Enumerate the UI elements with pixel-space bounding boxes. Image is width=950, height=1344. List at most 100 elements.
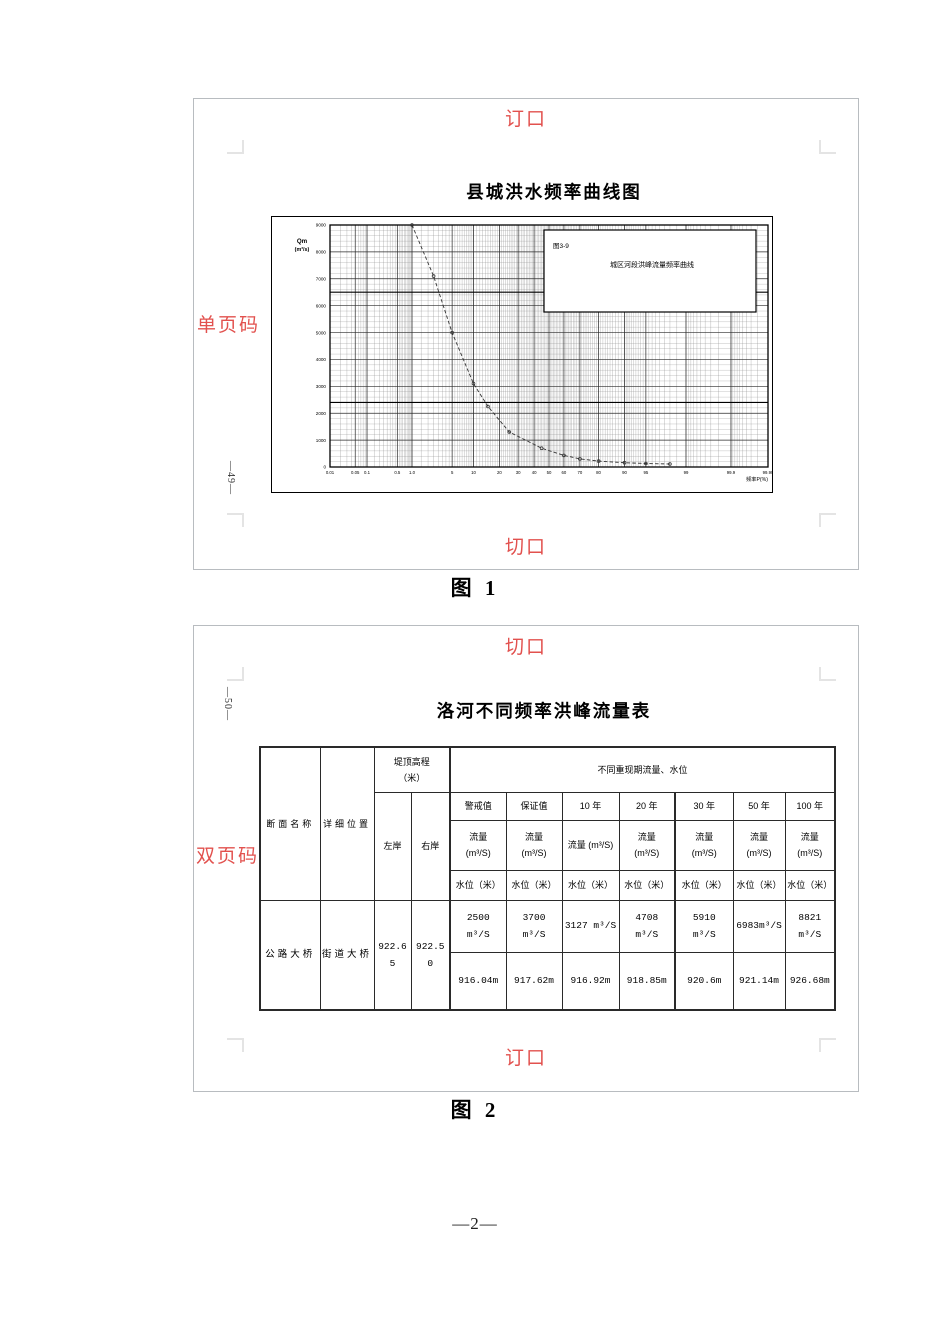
data-point-marker: [578, 457, 582, 461]
svg-text:95: 95: [643, 470, 648, 475]
cell-level: 917.62m: [505, 951, 563, 1011]
col-header-right-bank: 右岸: [410, 791, 451, 901]
svg-text:7000: 7000: [316, 276, 327, 281]
col-header-return-period-group: 不同重现期流量、水位: [449, 746, 836, 793]
svg-text:80: 80: [596, 470, 601, 475]
svg-text:0: 0: [323, 465, 326, 470]
figure2-caption: 图 2: [450, 1098, 500, 1122]
col-header-warning: 警戒值: [449, 791, 507, 821]
data-point-marker: [507, 430, 512, 434]
data-point-marker: [431, 274, 436, 278]
legend-figure-label: 图3-9: [553, 242, 569, 250]
data-point-marker: [450, 330, 454, 335]
cell-detail-location: 街道大桥: [319, 899, 375, 1011]
crop-mark-bottom-right: [819, 513, 836, 527]
svg-text:30: 30: [516, 470, 521, 475]
document-page-number: —2—: [452, 1214, 498, 1233]
crop-mark-top-right: [819, 140, 836, 154]
chart-legend-box: [543, 229, 757, 313]
cell-flow: 2500 m³/S: [449, 899, 507, 953]
svg-text:0.01: 0.01: [326, 470, 335, 475]
y-axis-label: Qm: [297, 238, 308, 245]
plot-border: [329, 224, 769, 468]
crop-mark-bottom-left: [227, 513, 244, 527]
svg-text:5000: 5000: [316, 330, 327, 335]
page2-page-number: —50—: [222, 687, 233, 721]
cell-flow: 3127 m³/S: [561, 899, 620, 953]
svg-text:20: 20: [497, 470, 502, 475]
svg-text:0.05: 0.05: [351, 470, 360, 475]
svg-text:5: 5: [451, 470, 454, 475]
binding-edge-label-page2: 订口: [504, 1048, 547, 1069]
cell-flow: 3700 m³/S: [505, 899, 563, 953]
svg-text:(m³/s): (m³/s): [295, 247, 310, 253]
svg-text:70: 70: [577, 470, 582, 475]
svg-text:2000: 2000: [316, 411, 327, 416]
data-point-marker: [596, 459, 601, 463]
col-header-left-bank: 左岸: [373, 791, 412, 901]
odd-page-number-label: 单页码: [197, 315, 261, 336]
page1-page-number: —49—: [225, 461, 236, 495]
crop-mark-top-left: [227, 667, 244, 681]
data-point-marker: [471, 381, 476, 386]
svg-text:4000: 4000: [316, 357, 327, 362]
crop-mark-top-left: [227, 140, 244, 154]
page2-layout-box: 切口 —50— 洛河不同频率洪峰流量表 断面名称 详细位置 堤顶高程 （米） 不…: [193, 625, 859, 1092]
cell-flow: 4708 m³/S: [618, 899, 676, 953]
cell-flow: 5910 m³/S: [674, 899, 734, 953]
chart-title: 县城洪水频率曲线图: [466, 182, 642, 202]
cell-flow: 8821 m³/S: [784, 899, 836, 953]
svg-text:8000: 8000: [316, 250, 327, 255]
col-header-30yr: 30 年: [674, 791, 734, 821]
svg-text:3000: 3000: [316, 384, 327, 389]
even-page-number-label: 双页码: [196, 846, 260, 867]
level-label: 水位（米）: [674, 869, 734, 901]
svg-text:1000: 1000: [316, 438, 327, 443]
col-header-10yr: 10 年: [561, 791, 620, 821]
level-label: 水位（米）: [618, 869, 676, 901]
flow-label: 流量 (m³/S): [561, 819, 620, 871]
col-header-50yr: 50 年: [732, 791, 786, 821]
crop-mark-top-right: [819, 667, 836, 681]
svg-text:40: 40: [532, 470, 537, 475]
cell-section-name: 公路大桥: [259, 899, 321, 1011]
data-point-marker: [562, 453, 566, 458]
binding-edge-label-page1: 订口: [504, 109, 547, 130]
data-point-marker: [539, 446, 544, 451]
cell-level: 916.92m: [561, 951, 620, 1011]
svg-text:60: 60: [562, 470, 567, 475]
col-header-20yr: 20 年: [618, 791, 676, 821]
svg-text:90: 90: [622, 470, 627, 475]
flow-label: 流量 (m³/S): [674, 819, 734, 871]
svg-text:99.99: 99.99: [763, 470, 772, 475]
svg-text:50: 50: [547, 470, 552, 475]
crop-mark-bottom-right: [819, 1038, 836, 1052]
flow-label: 流量 (m³/S): [505, 819, 563, 871]
cut-edge-label-page1: 切口: [504, 537, 547, 558]
svg-text:9000: 9000: [316, 223, 327, 228]
table-title: 洛河不同频率洪峰流量表: [436, 701, 652, 721]
svg-text:6000: 6000: [316, 303, 327, 308]
level-label: 水位（米）: [784, 869, 836, 901]
cell-right-bank-elevation: 922.5 0: [410, 899, 451, 1011]
col-header-section-name: 断面名称: [259, 746, 321, 901]
data-point-marker: [644, 461, 648, 466]
data-point-marker: [622, 460, 627, 465]
level-label: 水位（米）: [561, 869, 620, 901]
cell-flow: 6983m³/S: [732, 899, 786, 953]
level-label: 水位（米）: [449, 869, 507, 901]
cell-level: 916.04m: [449, 951, 507, 1011]
frequency-curve: [411, 224, 670, 465]
svg-text:99.9: 99.9: [727, 470, 736, 475]
page1-layout-box: 订口 县城洪水频率曲线图 0 1000 2000 3000 4000 5000 6000 70…: [193, 98, 859, 570]
col-header-crest-elevation: 堤顶高程 （米）: [373, 746, 451, 793]
svg-text:10: 10: [471, 470, 476, 475]
flood-peak-table: 断面名称 详细位置 堤顶高程 （米） 不同重现期流量、水位 左岸 右岸 警戒值 …: [259, 746, 837, 1011]
cell-level: 918.85m: [618, 951, 676, 1011]
cell-level: 921.14m: [732, 951, 786, 1011]
col-header-guarantee: 保证值: [505, 791, 563, 821]
flow-label: 流量 (m³/S): [732, 819, 786, 871]
data-point-marker: [486, 404, 490, 409]
flow-label: 流量 (m³/S): [449, 819, 507, 871]
col-header-detail-location: 详细位置: [319, 746, 375, 901]
